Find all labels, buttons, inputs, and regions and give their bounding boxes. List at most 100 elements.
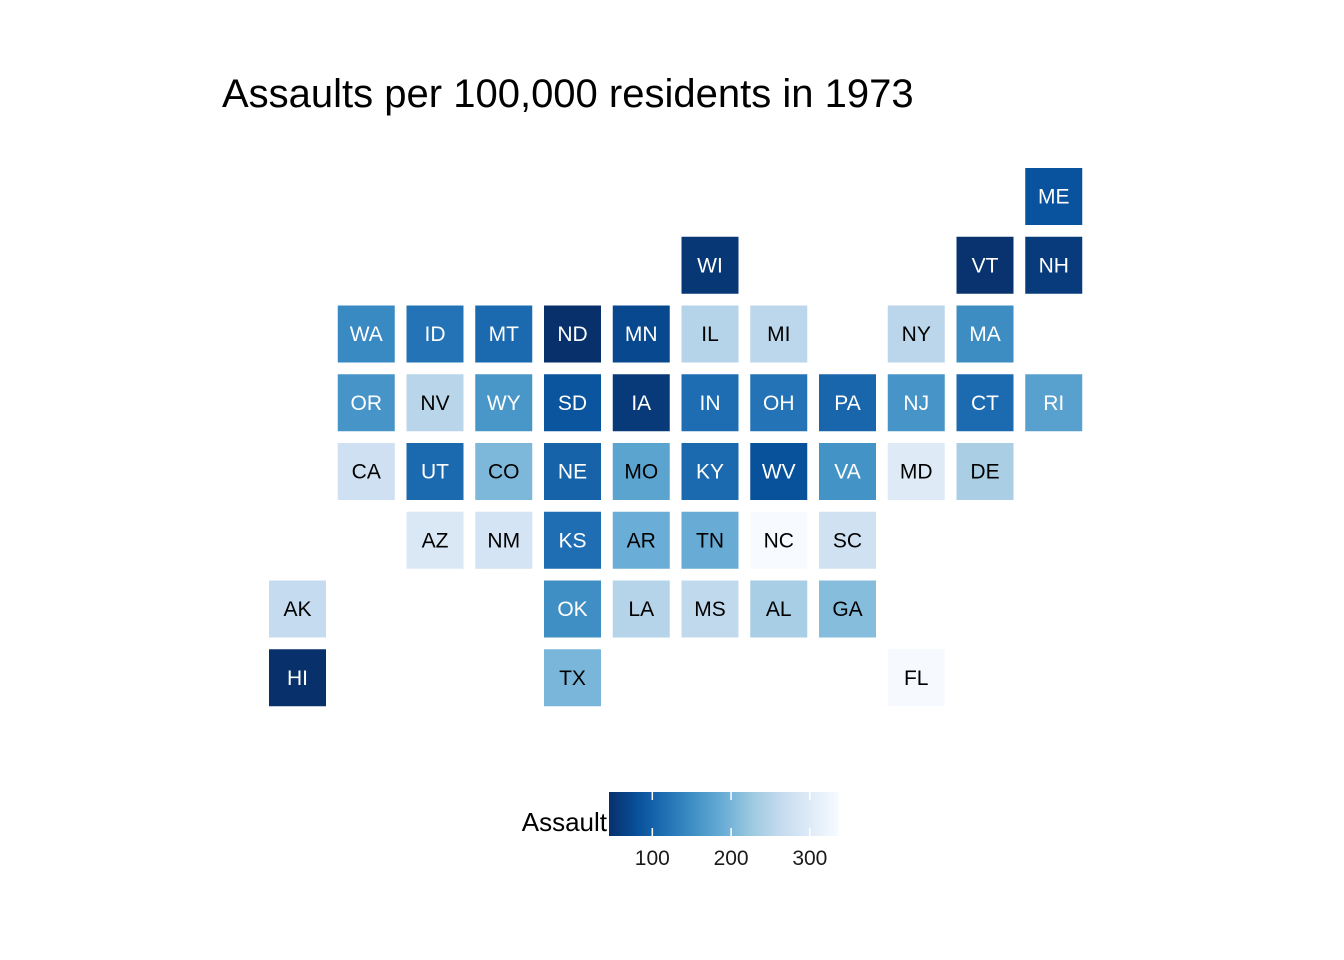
legend-tick-label: 300 xyxy=(792,847,827,870)
state-tile-ga xyxy=(819,580,876,638)
state-tile-ny xyxy=(887,305,945,363)
legend: Assault 100 200 300 xyxy=(522,792,839,870)
state-tile-fl xyxy=(887,649,945,707)
state-label-ms: MS xyxy=(694,598,726,621)
state-label-md: MD xyxy=(900,461,933,484)
state-label-la: LA xyxy=(628,598,654,621)
state-label-ky: KY xyxy=(696,461,724,484)
state-tile-nd xyxy=(544,305,601,363)
state-label-wi: WI xyxy=(697,254,723,277)
state-tile-ia xyxy=(612,374,670,432)
state-tile-ks xyxy=(544,511,601,569)
state-tile-ri xyxy=(1025,374,1083,432)
state-tile-sd xyxy=(544,374,601,432)
state-label-nc: NC xyxy=(764,529,794,552)
state-label-wa: WA xyxy=(350,323,383,346)
state-label-id: ID xyxy=(425,323,446,346)
state-tile-de xyxy=(956,443,1014,500)
state-label-tx: TX xyxy=(559,667,586,690)
state-label-nv: NV xyxy=(420,392,449,415)
state-label-ga: GA xyxy=(832,598,862,621)
state-tile-pa xyxy=(819,374,876,432)
legend-tick-label: 200 xyxy=(714,847,749,870)
state-label-sc: SC xyxy=(833,529,862,552)
tiles-group: ME WI VT NH WA ID MT ND MN IL MI NY MA OR NV WY SD IA IN OH… xyxy=(269,168,1083,707)
state-tile-oh xyxy=(750,374,808,432)
state-label-co: CO xyxy=(488,461,520,484)
state-label-sd: SD xyxy=(558,392,587,415)
state-tile-ak xyxy=(269,580,326,638)
state-tile-vt xyxy=(956,236,1014,294)
state-label-ok: OK xyxy=(557,598,587,621)
state-tile-ut xyxy=(406,443,464,500)
state-tile-il xyxy=(681,305,739,363)
legend-title: Assault xyxy=(522,807,608,837)
state-label-me: ME xyxy=(1038,186,1070,209)
state-label-il: IL xyxy=(701,323,719,346)
state-label-ut: UT xyxy=(421,461,449,484)
state-label-nm: NM xyxy=(487,529,520,552)
state-tile-ar xyxy=(612,511,670,569)
state-tile-ok xyxy=(544,580,601,638)
state-label-fl: FL xyxy=(904,667,929,690)
state-label-tn: TN xyxy=(696,529,724,552)
state-label-mo: MO xyxy=(624,461,658,484)
state-label-oh: OH xyxy=(763,392,795,415)
state-label-mt: MT xyxy=(489,323,519,346)
state-label-ri: RI xyxy=(1043,392,1064,415)
state-label-de: DE xyxy=(970,461,999,484)
state-label-nh: NH xyxy=(1039,254,1069,277)
state-label-ia: IA xyxy=(631,392,651,415)
state-tile-wi xyxy=(681,236,739,294)
state-label-al: AL xyxy=(766,598,792,621)
state-label-mi: MI xyxy=(767,323,790,346)
state-tile-md xyxy=(887,443,945,500)
state-tile-or xyxy=(337,374,395,432)
state-tile-me xyxy=(1025,168,1083,225)
state-tile-ca xyxy=(337,443,395,500)
state-label-in: IN xyxy=(700,392,721,415)
state-label-ny: NY xyxy=(902,323,931,346)
state-label-ak: AK xyxy=(283,598,311,621)
state-tile-ms xyxy=(681,580,739,638)
state-label-ma: MA xyxy=(969,323,1001,346)
state-label-or: OR xyxy=(351,392,383,415)
state-tile-mi xyxy=(750,305,808,363)
state-label-az: AZ xyxy=(422,529,449,552)
state-tile-wv xyxy=(750,443,808,500)
state-tile-wa xyxy=(337,305,395,363)
state-tile-sc xyxy=(819,511,876,569)
state-tile-nv xyxy=(406,374,464,432)
state-tile-nh xyxy=(1025,236,1083,294)
state-tile-nm xyxy=(475,511,533,569)
state-tile-al xyxy=(750,580,808,638)
state-tile-la xyxy=(612,580,670,638)
state-tile-hi xyxy=(269,649,326,707)
state-label-vt: VT xyxy=(972,254,999,277)
state-label-pa: PA xyxy=(834,392,860,415)
chart-title: Assaults per 100,000 residents in 1973 xyxy=(222,72,914,116)
state-label-nj: NJ xyxy=(903,392,929,415)
state-label-wy: WY xyxy=(487,392,521,415)
state-tile-wy xyxy=(475,374,533,432)
state-label-ar: AR xyxy=(627,529,656,552)
state-tile-nj xyxy=(887,374,945,432)
state-label-va: VA xyxy=(834,461,860,484)
state-label-mn: MN xyxy=(625,323,658,346)
state-tile-tx xyxy=(544,649,601,707)
state-tile-nc xyxy=(750,511,808,569)
state-label-ks: KS xyxy=(558,529,586,552)
state-label-ct: CT xyxy=(971,392,999,415)
state-tile-ct xyxy=(956,374,1014,432)
legend-colorbar xyxy=(609,792,839,836)
state-label-ne: NE xyxy=(558,461,587,484)
state-tile-mo xyxy=(612,443,670,500)
state-tile-ma xyxy=(956,305,1014,363)
state-tile-mt xyxy=(475,305,533,363)
state-tile-co xyxy=(475,443,533,500)
state-tile-va xyxy=(819,443,876,500)
state-tile-az xyxy=(406,511,464,569)
state-label-ca: CA xyxy=(352,461,381,484)
state-label-wv: WV xyxy=(762,461,796,484)
